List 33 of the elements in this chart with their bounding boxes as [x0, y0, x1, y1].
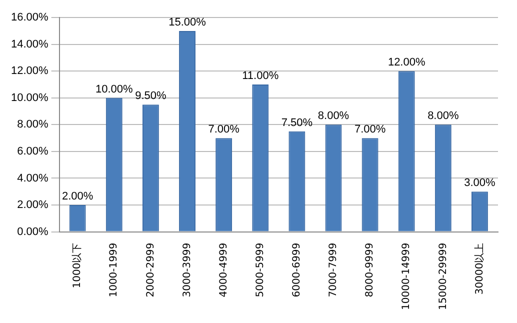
x-tick-label: 1000以下 — [71, 242, 84, 288]
x-tick-label: 5000-5999 — [254, 242, 266, 298]
x-tick-label: 15000-29999 — [438, 242, 449, 310]
x-tick-label: 4000-4999 — [218, 242, 230, 298]
x-tick-label: 2000-2999 — [145, 242, 156, 298]
y-tick-label: 10.00% — [10, 92, 49, 104]
y-tick-label: 6.00% — [17, 145, 49, 158]
data-label: 7.00% — [354, 124, 386, 136]
y-tick-label: 8.00% — [17, 118, 49, 131]
x-tick-label: 8000-9999 — [364, 242, 376, 298]
y-tick-label: 0.00% — [17, 226, 49, 238]
x-tick-label: 30000以上 — [473, 242, 486, 295]
data-label: 15.00% — [168, 16, 206, 29]
data-label: 10.00% — [95, 83, 134, 96]
y-tick-label: 12.00% — [10, 65, 49, 78]
data-label: 2.00% — [62, 190, 94, 203]
data-label: 7.00% — [208, 124, 240, 136]
data-label: 3.00% — [464, 177, 496, 190]
y-tick-label: 16.00% — [10, 12, 49, 24]
x-tick-label: 3000-3999 — [182, 242, 193, 298]
data-label: 12.00% — [388, 56, 426, 69]
y-tick-label: 14.00% — [10, 38, 49, 50]
x-tick-label: 1000-1999 — [108, 242, 120, 298]
data-label: 9.50% — [135, 90, 167, 102]
y-tick-label: 4.00% — [17, 172, 49, 184]
x-tick-label: 7000-7999 — [328, 242, 340, 298]
data-label: 8.00% — [318, 110, 350, 122]
data-label: 7.50% — [281, 116, 313, 129]
y-tick-label: 2.00% — [17, 199, 49, 212]
x-tick-label: 6000-6999 — [292, 242, 303, 298]
data-label: 8.00% — [428, 110, 459, 122]
x-tick-label: 10000-14999 — [401, 242, 412, 310]
data-label: 11.00% — [242, 70, 279, 82]
